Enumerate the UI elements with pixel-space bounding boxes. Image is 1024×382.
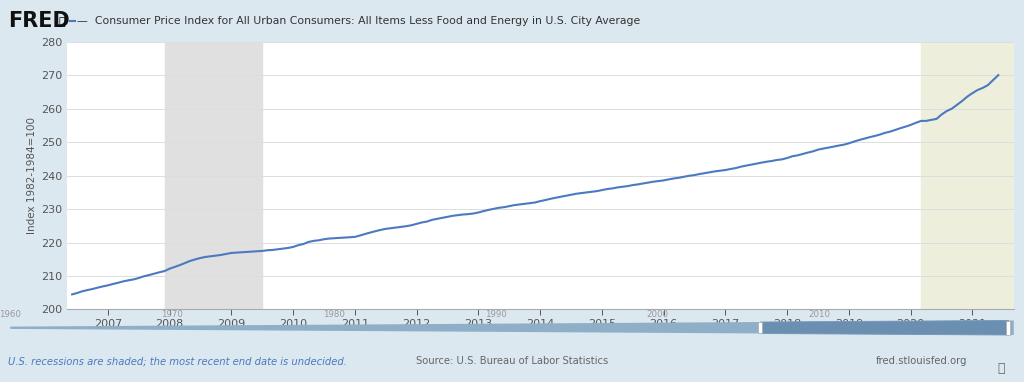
Bar xyxy=(1007,320,1011,335)
Bar xyxy=(165,42,262,309)
Bar xyxy=(758,322,762,333)
Text: 1980: 1980 xyxy=(323,310,345,319)
Text: 1960: 1960 xyxy=(0,310,22,319)
Text: —  Consumer Price Index for All Urban Consumers: All Items Less Food and Energy : — Consumer Price Index for All Urban Con… xyxy=(77,16,640,26)
Y-axis label: Index 1982-1984=100: Index 1982-1984=100 xyxy=(27,117,37,234)
Polygon shape xyxy=(760,320,1009,335)
Text: fred.stlouisfed.org: fred.stlouisfed.org xyxy=(877,356,968,366)
Bar xyxy=(921,42,1014,309)
Text: U.S. recessions are shaded; the most recent end date is undecided.: U.S. recessions are shaded; the most rec… xyxy=(8,356,347,366)
Text: 1990: 1990 xyxy=(485,310,507,319)
Text: ⛶: ⛶ xyxy=(997,362,1006,375)
Text: 📈: 📈 xyxy=(58,17,65,27)
Polygon shape xyxy=(10,320,1014,335)
Text: Source: U.S. Bureau of Labor Statistics: Source: U.S. Bureau of Labor Statistics xyxy=(416,356,608,366)
Text: 1970: 1970 xyxy=(161,310,183,319)
Text: 2000: 2000 xyxy=(647,310,669,319)
Text: FRED: FRED xyxy=(8,11,70,31)
Text: 2010: 2010 xyxy=(809,310,830,319)
